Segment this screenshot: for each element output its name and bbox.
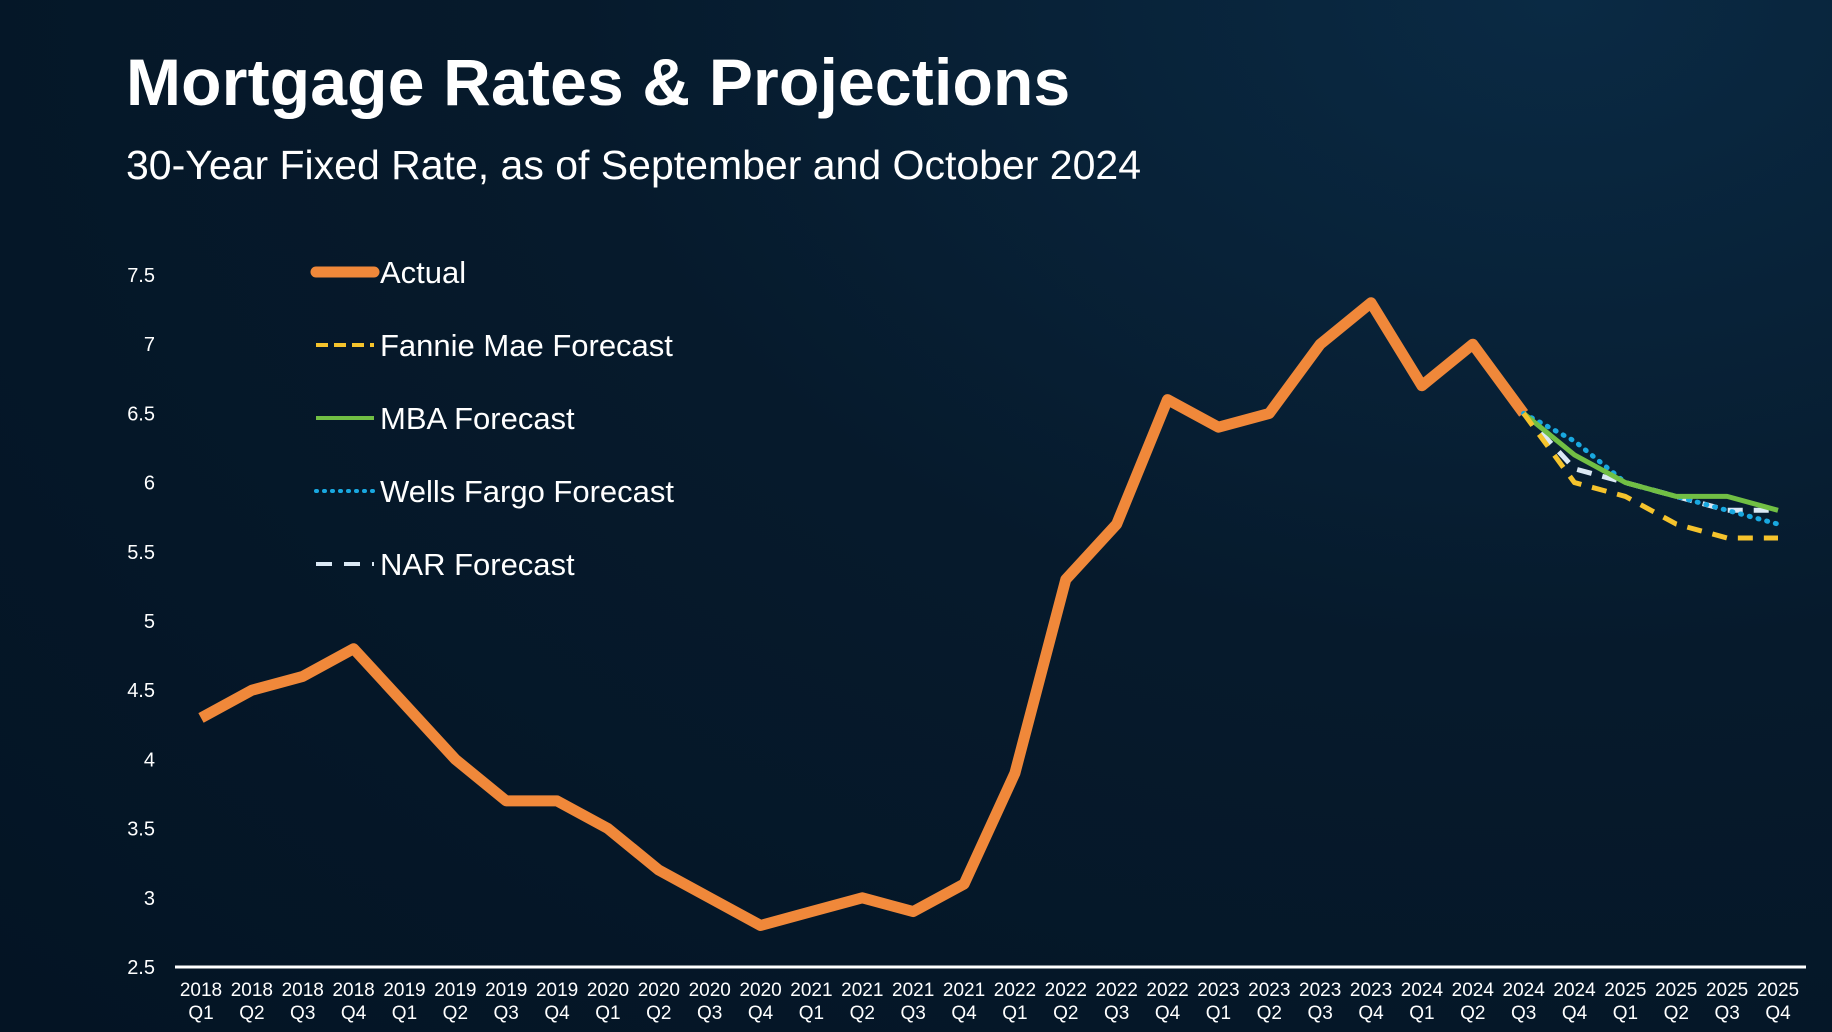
x-tick-quarter: Q2: [1664, 1003, 1689, 1024]
x-tick-quarter: Q1: [392, 1003, 417, 1024]
x-tick-quarter: Q4: [951, 1003, 977, 1024]
chart-subtitle: 30-Year Fixed Rate, as of September and …: [126, 142, 1141, 188]
x-tick-year: 2021: [841, 980, 883, 1001]
x-tick-year: 2020: [587, 980, 629, 1001]
x-tick-quarter: Q1: [1409, 1003, 1434, 1024]
x-tick-year: 2021: [892, 980, 934, 1001]
x-tick-quarter: Q3: [494, 1003, 519, 1024]
x-tick-year: 2024: [1553, 980, 1596, 1001]
x-tick-year: 2025: [1706, 980, 1748, 1001]
series-line-actual: [198, 297, 1529, 931]
x-tick-quarter: Q3: [901, 1003, 926, 1024]
y-tick-label: 3.5: [127, 819, 155, 841]
series-line-wells-fargo-forecast: [1521, 410, 1781, 527]
x-tick-quarter: Q2: [239, 1003, 264, 1024]
x-tick-year: 2022: [1146, 980, 1188, 1001]
x-tick-quarter: Q4: [748, 1003, 774, 1024]
x-tick-quarter: Q1: [1002, 1003, 1027, 1024]
x-tick-quarter: Q3: [697, 1003, 722, 1024]
legend-label: Fannie Mae Forecast: [380, 328, 673, 363]
x-tick-quarter: Q4: [1765, 1003, 1791, 1024]
x-tick-quarter: Q1: [1206, 1003, 1231, 1024]
x-tick-year: 2024: [1452, 980, 1495, 1001]
x-tick-quarter: Q2: [1460, 1003, 1485, 1024]
legend-label: MBA Forecast: [380, 401, 575, 436]
y-axis: 2.5 3 3.5 4 4.5 5 5.5 6 6.5 7 7.5: [127, 265, 155, 979]
x-tick-year: 2023: [1248, 980, 1290, 1001]
y-tick-label: 4: [144, 749, 155, 771]
x-tick-quarter: Q4: [1155, 1003, 1181, 1024]
x-tick-year: 2019: [485, 980, 527, 1001]
x-tick-quarter: Q1: [188, 1003, 213, 1024]
x-tick-year: 2024: [1503, 980, 1546, 1001]
y-tick-label: 2.5: [127, 957, 155, 979]
x-tick-year: 2025: [1757, 980, 1799, 1001]
y-tick-label: 4.5: [127, 680, 155, 702]
x-tick-year: 2018: [282, 980, 324, 1001]
y-tick-label: 6.5: [127, 403, 155, 425]
x-tick-year: 2020: [739, 980, 781, 1001]
x-tick-quarter: Q4: [1358, 1003, 1384, 1024]
x-tick-year: 2020: [689, 980, 731, 1001]
x-tick-quarter: Q3: [1307, 1003, 1332, 1024]
series-line-fannie-mae-forecast: [1521, 411, 1778, 541]
x-tick-year: 2023: [1299, 980, 1341, 1001]
x-tick-quarter: Q1: [595, 1003, 620, 1024]
y-tick-label: 5: [144, 611, 155, 633]
x-tick-year: 2020: [638, 980, 680, 1001]
x-tick-quarter: Q3: [1714, 1003, 1739, 1024]
x-tick-year: 2024: [1401, 980, 1444, 1001]
x-axis: 2018Q12018Q22018Q32018Q42019Q12019Q22019…: [180, 980, 1799, 1024]
x-tick-quarter: Q2: [1257, 1003, 1282, 1024]
y-tick-label: 3: [144, 888, 155, 910]
x-tick-year: 2022: [994, 980, 1036, 1001]
x-tick-year: 2025: [1655, 980, 1697, 1001]
x-tick-year: 2023: [1197, 980, 1239, 1001]
x-tick-year: 2022: [1096, 980, 1138, 1001]
x-tick-year: 2021: [943, 980, 985, 1001]
x-tick-quarter: Q2: [850, 1003, 875, 1024]
x-tick-year: 2023: [1350, 980, 1392, 1001]
chart-title: Mortgage Rates & Projections: [126, 45, 1071, 119]
x-tick-quarter: Q2: [646, 1003, 671, 1024]
x-tick-quarter: Q2: [443, 1003, 468, 1024]
legend: Actual Fannie Mae Forecast MBA Forecast Wel…: [310, 255, 674, 582]
x-tick-year: 2025: [1604, 980, 1646, 1001]
legend-label: Wells Fargo Forecast: [380, 474, 674, 509]
series-group: [198, 297, 1781, 931]
x-tick-quarter: Q1: [1613, 1003, 1638, 1024]
x-tick-quarter: Q4: [341, 1003, 367, 1024]
x-tick-quarter: Q3: [290, 1003, 315, 1024]
series-line-nar-forecast: [1521, 411, 1778, 513]
x-tick-year: 2019: [536, 980, 578, 1001]
x-tick-quarter: Q1: [799, 1003, 824, 1024]
x-tick-quarter: Q4: [1562, 1003, 1588, 1024]
x-tick-year: 2019: [434, 980, 476, 1001]
legend-label: NAR Forecast: [380, 547, 575, 582]
series-line-mba-forecast: [1522, 411, 1779, 513]
y-tick-label: 7: [144, 334, 155, 356]
y-tick-label: 6: [144, 473, 155, 495]
x-tick-year: 2018: [231, 980, 273, 1001]
x-tick-year: 2018: [332, 980, 374, 1001]
legend-label: Actual: [380, 255, 466, 290]
y-tick-label: 7.5: [127, 265, 155, 287]
y-tick-label: 5.5: [127, 542, 155, 564]
x-tick-quarter: Q3: [1104, 1003, 1129, 1024]
x-tick-quarter: Q3: [1511, 1003, 1536, 1024]
x-tick-year: 2022: [1045, 980, 1087, 1001]
x-tick-quarter: Q2: [1053, 1003, 1078, 1024]
x-tick-year: 2019: [383, 980, 425, 1001]
x-tick-quarter: Q4: [544, 1003, 570, 1024]
x-tick-year: 2018: [180, 980, 222, 1001]
x-tick-year: 2021: [790, 980, 832, 1001]
